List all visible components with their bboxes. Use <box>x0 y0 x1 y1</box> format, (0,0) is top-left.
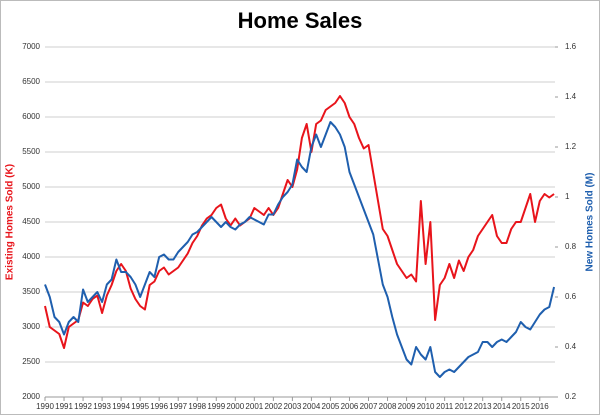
y2-tick-label: 0.6 <box>565 292 577 301</box>
y2-tick-label: 0.4 <box>565 342 577 351</box>
x-tick-label: 1999 <box>207 402 225 411</box>
x-tick-label: 2002 <box>264 402 282 411</box>
y-tick-label: 4500 <box>22 217 40 226</box>
y2-tick-label: 1.2 <box>565 142 577 151</box>
y-tick-label: 7000 <box>22 42 40 51</box>
y-axis-label: Existing Homes Sold (K) <box>5 164 16 280</box>
x-tick-label: 2006 <box>341 402 359 411</box>
x-tick-label: 1991 <box>55 402 73 411</box>
y2-tick-label: 1.6 <box>565 42 577 51</box>
x-tick-label: 1996 <box>150 402 168 411</box>
y2-tick-label: 0.8 <box>565 242 577 251</box>
y-tick-label: 5000 <box>22 182 40 191</box>
x-tick-label: 2000 <box>226 402 244 411</box>
x-tick-label: 2012 <box>455 402 473 411</box>
y2-axis-label: New Homes Sold (M) <box>585 173 596 272</box>
y-tick-label: 6500 <box>22 77 40 86</box>
x-tick-label: 2016 <box>531 402 549 411</box>
series-line <box>44 95 555 349</box>
x-tick-label: 1992 <box>74 402 92 411</box>
x-tick-label: 2015 <box>512 402 530 411</box>
x-tick-label: 2003 <box>283 402 301 411</box>
x-tick-label: 1995 <box>131 402 149 411</box>
y-tick-label: 5500 <box>22 147 40 156</box>
x-tick-label: 2014 <box>493 402 511 411</box>
x-tick-label: 2011 <box>436 402 454 411</box>
x-tick-label: 1990 <box>36 402 54 411</box>
y2-tick-label: 1.4 <box>565 92 577 101</box>
y2-tick-label: 1 <box>565 192 570 201</box>
x-tick-label: 1993 <box>93 402 111 411</box>
x-tick-label: 2005 <box>322 402 340 411</box>
x-tick-label: 1994 <box>112 402 130 411</box>
y-tick-label: 3500 <box>22 287 40 296</box>
y-tick-label: 2500 <box>22 357 40 366</box>
y-tick-label: 2000 <box>22 392 40 401</box>
chart-title: Home Sales <box>238 8 363 33</box>
y-tick-label: 4000 <box>22 252 40 261</box>
y-tick-label: 3000 <box>22 322 40 331</box>
x-tick-label: 2009 <box>398 402 416 411</box>
x-tick-label: 2001 <box>245 402 263 411</box>
y-tick-label: 6000 <box>22 112 40 121</box>
x-tick-label: 2013 <box>474 402 492 411</box>
y2-tick-label: 0.2 <box>565 392 577 401</box>
x-tick-label: 2010 <box>417 402 435 411</box>
x-tick-label: 2008 <box>379 402 397 411</box>
x-tick-label: 1998 <box>188 402 206 411</box>
x-tick-label: 2004 <box>303 402 321 411</box>
series-line <box>44 121 556 378</box>
x-tick-label: 2007 <box>360 402 378 411</box>
x-tick-label: 1997 <box>169 402 187 411</box>
